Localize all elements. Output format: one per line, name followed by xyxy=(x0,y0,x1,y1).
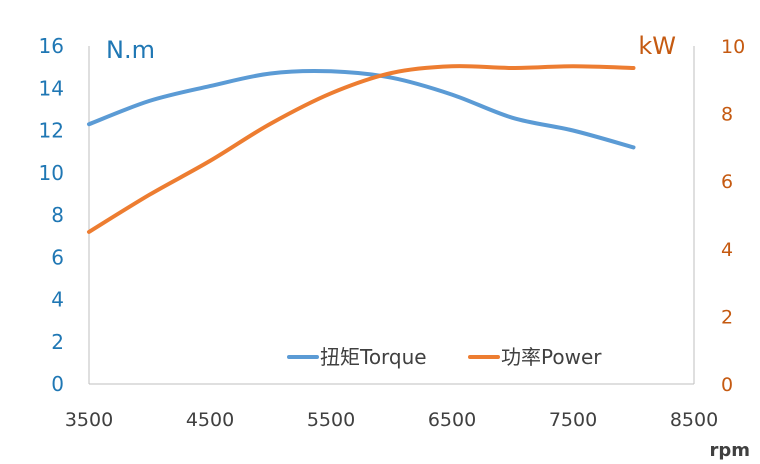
chart-legend: 扭矩Torque 功率Power xyxy=(287,345,602,369)
x-tick-label: 3500 xyxy=(65,409,113,431)
x-tick-label: 8500 xyxy=(670,409,718,431)
y-right-tick-label: 6 xyxy=(721,171,733,193)
legend-label: 扭矩Torque xyxy=(320,345,427,369)
chart-series xyxy=(87,64,636,234)
x-tick-label: 6500 xyxy=(428,409,476,431)
y-left-tick-label: 6 xyxy=(51,245,64,269)
y-left-tick-label: 0 xyxy=(51,372,64,396)
y-left-tick-label: 16 xyxy=(39,34,64,58)
y-left-tick-label: 2 xyxy=(51,330,64,354)
y-right-tick-label: 4 xyxy=(721,239,733,261)
chart-axes xyxy=(88,46,695,385)
x-axis-label: rpm xyxy=(709,440,750,461)
y-left-tick-label: 4 xyxy=(51,288,64,312)
series-line-power xyxy=(87,64,636,234)
series-line-torque xyxy=(87,68,636,150)
y-axis-left-label: N.m xyxy=(106,36,155,64)
y-axis-right-label: kW xyxy=(638,32,676,60)
y-left-tick-label: 12 xyxy=(39,119,64,143)
x-tick-label: 5500 xyxy=(307,409,355,431)
x-tick-label: 4500 xyxy=(186,409,234,431)
y-right-tick-label: 10 xyxy=(721,36,745,58)
y-right-tick-label: 0 xyxy=(721,374,733,396)
y-right-tick-label: 2 xyxy=(721,306,733,328)
y-left-tick-label: 10 xyxy=(39,161,64,185)
x-tick-label: 7500 xyxy=(549,409,597,431)
y-left-tick-label: 8 xyxy=(51,203,64,227)
y-left-tick-label: 14 xyxy=(39,76,64,100)
legend-label: 功率Power xyxy=(501,345,602,369)
chart-ticks: 0 2 4 6 8 10 12 14 16 0 2 4 6 8 10 3500 4500 5500 6500 7500… xyxy=(39,34,746,431)
y-right-tick-label: 8 xyxy=(721,104,733,126)
